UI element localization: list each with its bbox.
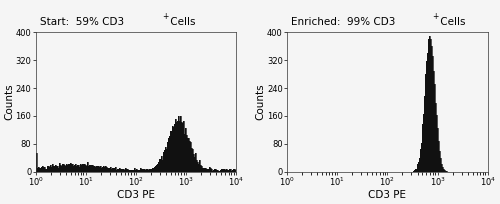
X-axis label: CD3 PE: CD3 PE (368, 190, 406, 200)
Text: Enriched:  99% CD3: Enriched: 99% CD3 (291, 17, 396, 27)
X-axis label: CD3 PE: CD3 PE (117, 190, 155, 200)
Y-axis label: Counts: Counts (4, 84, 14, 120)
Y-axis label: Counts: Counts (256, 84, 266, 120)
Text: Cells: Cells (437, 17, 466, 27)
Text: +: + (162, 12, 168, 21)
Text: +: + (432, 12, 439, 21)
Text: Cells: Cells (167, 17, 196, 27)
Text: Start:  59% CD3: Start: 59% CD3 (40, 17, 123, 27)
